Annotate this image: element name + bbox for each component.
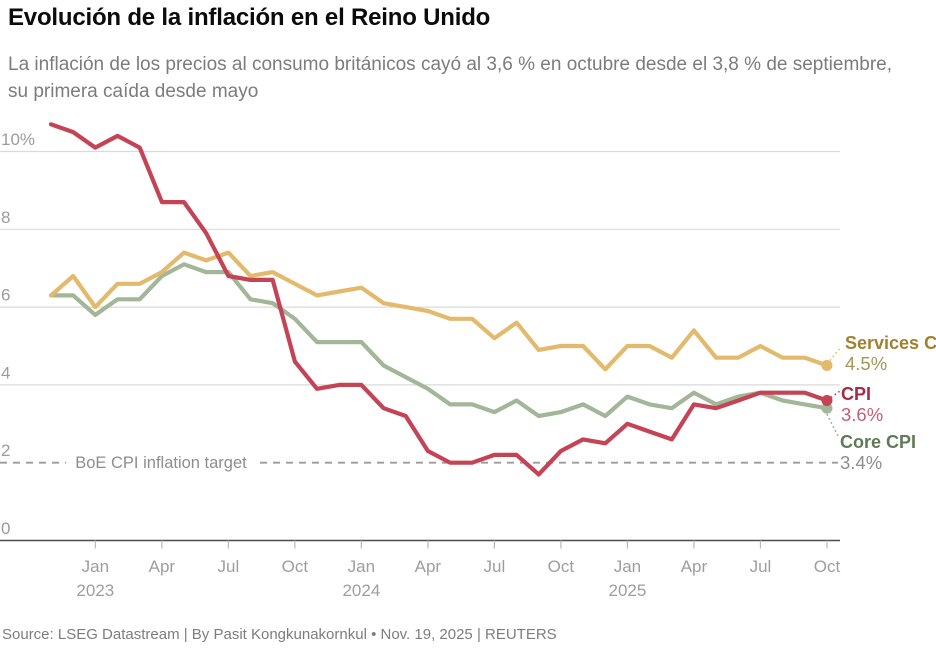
core-cpi-line: [48, 262, 830, 419]
y-axis-label: 8: [1, 208, 10, 227]
y-axis-label: 6: [1, 286, 10, 305]
core-cpi-connector: [826, 413, 839, 437]
cpi-name: CPI: [841, 384, 872, 404]
series-label-cpi: CPI 3.6%: [841, 385, 883, 425]
chart-canvas: 10% 8 6 4 2 0 BoE CPI inflation target Jan 2023 A…: [0, 122, 842, 600]
y-axis-label: 0: [1, 519, 10, 538]
services-cpi-end-dot: [821, 359, 833, 371]
x-axis-year-label: 2025: [609, 581, 647, 600]
boe-target-label-bg: [66, 453, 256, 473]
services-cpi-name: Services CPI: [845, 333, 936, 353]
x-axis-month-label: Jan: [348, 557, 375, 576]
core-cpi-name: Core CPI: [840, 432, 917, 452]
cpi-end-dot: [821, 394, 833, 406]
x-axis-month-label: Oct: [282, 557, 309, 576]
services-cpi-line: [48, 250, 830, 372]
x-axis-month-label: Jan: [614, 557, 641, 576]
cpi-connector: [830, 390, 841, 399]
x-axis-month-label: Jul: [484, 557, 506, 576]
inflation-line-chart: 10% 8 6 4 2 0 BoE CPI inflation target Jan 2023 A…: [0, 110, 936, 615]
y-axis-label: 2: [1, 441, 10, 460]
services-cpi-connector: [829, 346, 842, 361]
x-axis-month-label: Jan: [82, 557, 109, 576]
boe-target-label: BoE CPI inflation target: [75, 454, 247, 472]
y-axis-label: 4: [1, 363, 10, 382]
x-axis-year-label: 2024: [342, 581, 380, 600]
services-cpi-value: 4.5%: [845, 353, 888, 374]
page-title: Evolución de la inflación en el Reino Un…: [8, 4, 491, 31]
cpi-line: [48, 122, 830, 477]
core-cpi-end-dot: [821, 402, 833, 414]
page-subtitle: La inflación de los precios al consumo b…: [8, 54, 893, 102]
source-attribution: Source: LSEG Datastream | By Pasit Kongk…: [2, 626, 557, 643]
series-label-services-cpi: Services CPI 4.5%: [845, 334, 936, 374]
series-label-core-cpi: Core CPI 3.4%: [840, 433, 916, 473]
x-axis-month-label: Apr: [415, 557, 442, 576]
x-axis-month-label: Jul: [217, 557, 239, 576]
x-axis-year-label: 2023: [76, 581, 114, 600]
x-axis-month-label: Apr: [681, 557, 708, 576]
x-axis-month-label: Apr: [149, 557, 176, 576]
core-cpi-value: 3.4%: [840, 452, 883, 473]
x-axis-month-label: Oct: [814, 557, 841, 576]
x-axis-month-label: Jul: [750, 557, 772, 576]
y-axis-label: 10%: [1, 130, 35, 149]
cpi-value: 3.6%: [841, 404, 884, 425]
x-axis-month-label: Oct: [548, 557, 575, 576]
